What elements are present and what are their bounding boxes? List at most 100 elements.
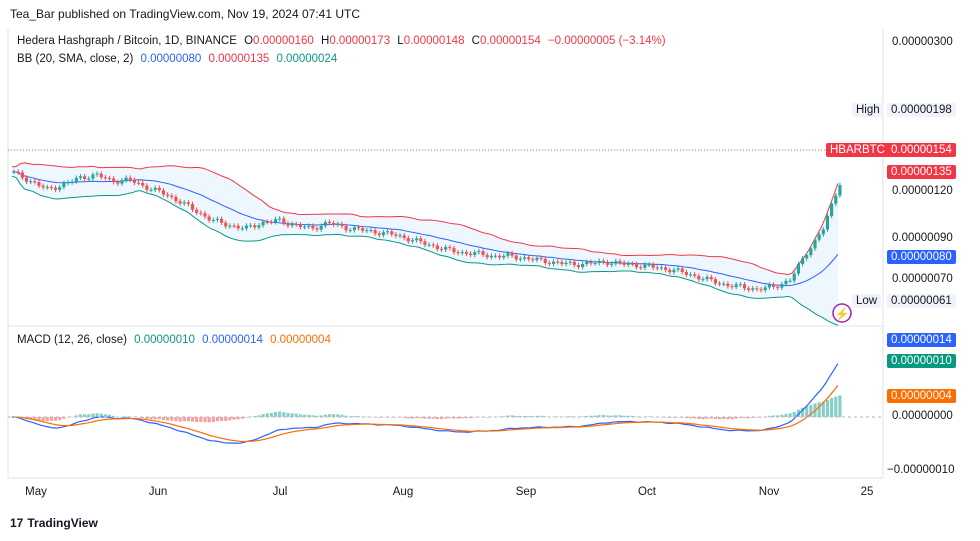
candle-body	[145, 185, 149, 190]
candle-body	[410, 240, 415, 242]
candle-body	[568, 261, 572, 263]
macd-hist-bar	[693, 417, 697, 419]
candle-body	[249, 225, 253, 227]
macd-hist-bar	[759, 417, 763, 418]
macd-hist-bar	[601, 415, 605, 417]
candle-body	[49, 187, 53, 189]
candle-body	[722, 283, 726, 285]
candle-body	[394, 234, 398, 236]
macd-hist-bar	[58, 417, 62, 421]
candle-body	[220, 218, 224, 223]
candle-body	[402, 235, 406, 238]
macd-hist-bar	[41, 417, 45, 422]
bb-lines	[11, 162, 839, 326]
candle-body	[178, 201, 182, 204]
bb-basis-line	[11, 171, 839, 287]
macd-hist-bar	[294, 413, 298, 417]
candle-body	[348, 230, 352, 232]
macd-hist-bar	[747, 417, 751, 419]
x-tick: May	[25, 486, 47, 498]
macd-hist-bar	[423, 417, 427, 419]
candle-body	[323, 221, 327, 226]
macd-hist-bar	[286, 412, 290, 417]
candle-body	[597, 260, 601, 264]
candle-body	[278, 218, 282, 220]
candle-body	[298, 224, 302, 227]
candle-body	[74, 177, 78, 182]
macd-hist-bar	[664, 417, 668, 418]
macd-hist-bar	[87, 414, 91, 417]
candle-body	[838, 184, 842, 196]
macd-hist-bar	[585, 415, 589, 417]
candle-body	[369, 230, 373, 232]
macd-hist-bar	[352, 416, 356, 417]
candle-body	[448, 247, 452, 249]
candles[interactable]	[12, 169, 842, 293]
macd-hist-bar	[215, 417, 219, 422]
candle-body	[510, 253, 514, 256]
candle-body	[211, 219, 215, 221]
macd-hist-bar	[220, 417, 224, 421]
candle-body	[543, 258, 547, 264]
macd-hist-bar	[614, 415, 618, 417]
candle-body	[253, 225, 257, 228]
candle-body	[801, 258, 805, 265]
macd-hist-bar	[776, 415, 780, 417]
macd-hist-bar	[33, 417, 37, 421]
candle-body	[141, 182, 145, 186]
macd-hist-bar	[298, 414, 302, 417]
macd-hist-bar	[45, 417, 49, 422]
candle-body	[269, 222, 273, 224]
candle-body	[680, 268, 684, 272]
macd-hist-bar	[659, 417, 664, 418]
candle-body	[431, 244, 435, 246]
high-value: 0.00000198	[887, 103, 956, 117]
candle-body	[41, 185, 45, 188]
candle-body	[788, 280, 792, 282]
macd-hist-bar	[672, 417, 676, 418]
candle-body	[688, 274, 693, 276]
candle-body	[676, 268, 680, 270]
tradingview-logo[interactable]: 17 TradingView	[10, 516, 98, 530]
candle-body	[560, 262, 564, 265]
candle-body	[315, 228, 319, 230]
candle-body	[116, 182, 120, 184]
macd-hist-bar	[203, 417, 207, 423]
macd-hist-bar	[522, 415, 527, 417]
macd-hist-bar	[498, 416, 502, 418]
candle-body	[373, 230, 377, 234]
macd-hist-bar	[166, 417, 170, 421]
lightning-icon[interactable]	[832, 303, 852, 323]
candle-body	[618, 261, 622, 263]
macd-hist-bar	[767, 415, 771, 417]
macd-hist-bar	[801, 407, 805, 417]
candle-body	[344, 225, 348, 231]
candle-body	[767, 284, 771, 288]
candle-body	[522, 257, 527, 259]
candle-body	[365, 230, 369, 232]
candle-body	[128, 177, 132, 180]
candle-body	[273, 219, 278, 223]
macd-hist-bar	[448, 417, 452, 419]
macd-hist-bar	[734, 417, 738, 419]
candle-body	[398, 235, 402, 237]
candle-body	[605, 262, 610, 265]
candle-body	[307, 225, 311, 227]
candle-body	[697, 275, 701, 280]
macd-hist-bar	[676, 417, 680, 418]
candle-body	[780, 284, 784, 288]
candle-body	[203, 213, 207, 217]
macd-hist-bar	[278, 411, 282, 417]
bb-lower-line	[11, 175, 839, 326]
candle-body	[531, 259, 535, 261]
candle-body	[282, 218, 286, 224]
candle-body	[655, 267, 659, 269]
macd-hist-bar	[581, 416, 585, 418]
macd-hist-bar	[336, 414, 340, 417]
macd-hist-bar	[626, 415, 630, 417]
candle-body	[489, 255, 493, 258]
macd-line	[11, 363, 839, 444]
candle-body	[825, 215, 830, 230]
candle-body	[340, 223, 344, 226]
